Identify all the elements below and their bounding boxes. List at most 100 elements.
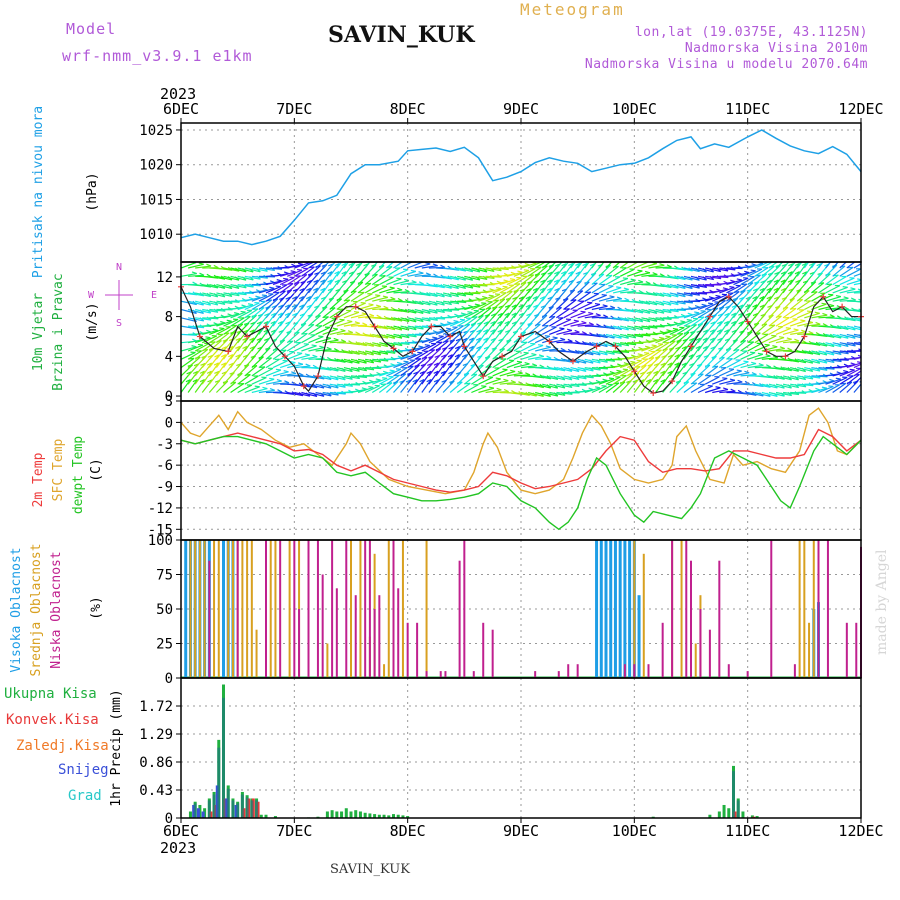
wind-arrow	[796, 300, 812, 311]
wind-arrow	[372, 342, 388, 348]
wind-arrow	[718, 329, 730, 344]
wind-arrow-head	[716, 329, 722, 333]
wind-arrow	[811, 350, 828, 356]
wind-arrow-head	[745, 312, 751, 316]
total-rain-bar	[273, 816, 277, 818]
wind-arrow	[435, 308, 452, 313]
wind-arrow	[577, 302, 593, 311]
wind-arrow	[322, 367, 339, 372]
wind-arrow-head	[659, 263, 665, 266]
wind-arrow-head	[326, 346, 332, 350]
wind-arrow	[634, 308, 651, 314]
wind-arrow-head	[235, 337, 241, 341]
wind-arrow	[308, 265, 321, 277]
wind-arrow	[542, 375, 558, 381]
wind-arrow-head	[709, 337, 715, 341]
wind-arrow	[194, 370, 206, 385]
y-tick-label: -3	[156, 437, 173, 453]
wind-arrow	[797, 311, 813, 319]
wind-arrow	[818, 385, 834, 394]
wind-arrow-head	[539, 364, 545, 368]
wind-arrow	[202, 300, 218, 306]
wind-arrow	[711, 300, 726, 310]
wind-arrow-head	[433, 370, 439, 374]
wind-arrow	[499, 359, 515, 369]
time-label-bottom: 10DEC	[612, 822, 657, 840]
wind-arrow	[350, 367, 367, 372]
low-cloud-bar	[793, 664, 796, 678]
wind-arrow-head	[872, 271, 877, 272]
total-rain-bar	[340, 811, 344, 818]
mid-cloud-bar	[198, 540, 201, 678]
wind-arrow	[215, 362, 227, 377]
wind-arrow	[513, 269, 530, 277]
wind-arrow	[230, 383, 245, 393]
wind-arrow-head	[333, 348, 339, 352]
wind-arrow-head	[666, 264, 672, 268]
time-label-bottom: 6DEC	[163, 822, 199, 840]
wind-arrow-head	[561, 263, 567, 267]
wind-arrow	[393, 269, 409, 277]
low-cloud-bar	[321, 574, 324, 678]
wind-arrow	[471, 275, 488, 280]
y-tick-label: 25	[156, 637, 173, 653]
wind-arrow-head	[871, 353, 876, 354]
wind-arrow-head	[553, 279, 559, 283]
time-label-bottom: 8DEC	[390, 822, 426, 840]
wind-arrow-head	[356, 255, 361, 257]
wind-arrow-head	[780, 287, 786, 292]
wind-arrow	[860, 267, 861, 268]
low-cloud-bar	[708, 629, 711, 678]
wind-arrow	[421, 265, 438, 269]
wind-arrow-head	[866, 318, 870, 321]
wind-arrow-head	[839, 256, 844, 258]
wind-arrow-head	[312, 354, 318, 358]
wind-arrow	[350, 358, 367, 364]
wind-arrow	[740, 312, 751, 327]
wind-arrow	[364, 295, 381, 302]
wind-arrow	[754, 391, 771, 397]
wind-speed-marker	[706, 313, 713, 320]
wind-arrow	[549, 367, 566, 372]
wind-arrow	[435, 292, 452, 298]
wind-speed-marker	[669, 378, 676, 385]
wind-arrow	[839, 333, 856, 339]
wind-arrow	[414, 274, 431, 277]
wind-arrow	[230, 275, 247, 281]
wind-arrow-head	[659, 273, 665, 277]
high-cloud-bar	[222, 540, 225, 678]
wind-arrow-head	[424, 344, 430, 347]
wind-arrow-head	[482, 295, 488, 299]
wind-arrow	[237, 364, 250, 377]
wind-arrow-head	[751, 371, 757, 376]
wind-arrow	[386, 289, 403, 294]
wind-arrow	[372, 333, 388, 339]
wind-arrow	[556, 329, 573, 335]
wind-arrow-head	[538, 354, 545, 358]
wind-arrow	[570, 300, 585, 311]
wind-arrow-head	[299, 304, 305, 308]
wind-arrow	[641, 292, 658, 297]
model-label: Model	[66, 20, 117, 38]
wind-arrow-head	[313, 279, 319, 283]
wind-arrow	[400, 300, 417, 305]
wind-arrow	[336, 367, 353, 373]
wind-arrow-head	[481, 302, 487, 304]
total-rain-bar-shade	[231, 800, 235, 818]
wind-arrow	[187, 263, 204, 269]
wind-arrow-head	[645, 378, 652, 383]
wind-speed-marker	[225, 348, 232, 355]
wind-arrow-head	[418, 345, 424, 348]
total-rain-bar	[335, 811, 339, 818]
wind-arrow-head	[353, 310, 360, 313]
time-label-bottom: 11DEC	[725, 822, 770, 840]
wind-arrow	[336, 321, 353, 327]
wind-arrow	[343, 350, 360, 355]
wind-arrow-head	[497, 312, 503, 316]
wind-arrow	[846, 342, 861, 346]
wind-arrow	[598, 307, 615, 311]
wind-arrow	[414, 263, 431, 269]
wind-arrow-head	[793, 328, 799, 331]
wind-arrow	[712, 388, 729, 394]
model-elevation-text: Nadmorska Visina u modelu 2070.64m	[584, 57, 868, 72]
